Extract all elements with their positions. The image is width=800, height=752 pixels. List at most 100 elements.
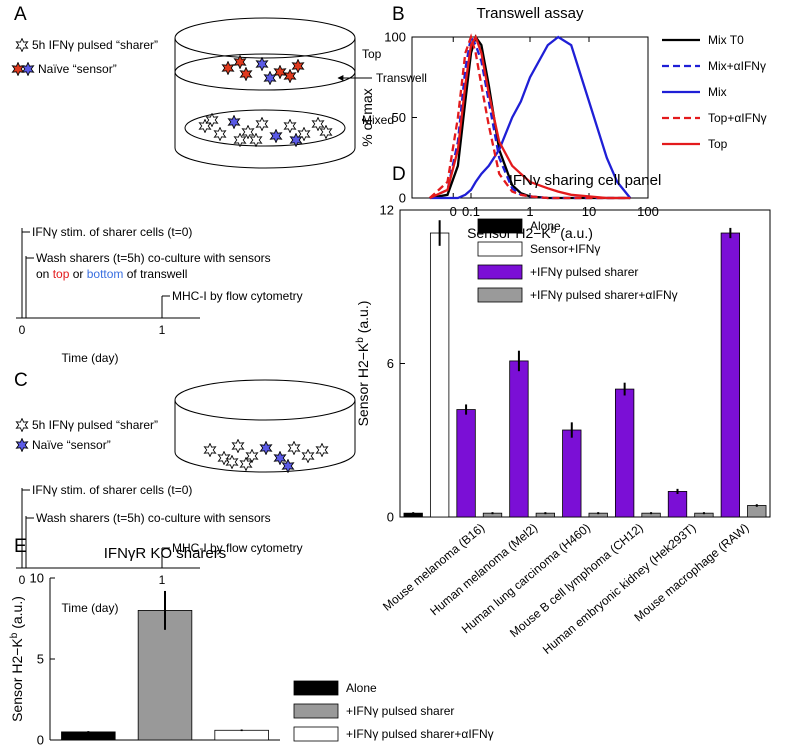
star-icon — [301, 449, 315, 463]
star-icon — [239, 457, 253, 471]
mixed-layer — [184, 109, 346, 147]
chart-title: IFNγR KO sharers — [104, 545, 227, 562]
text-part: of transwell — [123, 267, 187, 281]
chart-title: Transwell assay — [477, 5, 584, 22]
bar — [747, 505, 767, 518]
text-part: or — [69, 267, 86, 281]
legend-swatch — [293, 726, 339, 742]
legend-text: Naïve “sensor” — [32, 438, 111, 452]
timeline-text: IFNγ stim. of sharer cells (t=0) — [32, 225, 192, 239]
bar — [667, 491, 688, 518]
bar — [562, 429, 582, 518]
y-tick-label: 6 — [387, 356, 394, 371]
timeline-text: Wash sharers (t=5h) co-culture with sens… — [36, 511, 271, 525]
star-icon — [15, 38, 29, 52]
panel-letter: C — [14, 370, 28, 391]
y-tick-label: 10 — [30, 571, 44, 586]
star-icon — [239, 67, 253, 81]
legend-swatch — [477, 241, 523, 257]
timeline-text: Wash sharers (t=5h) co-culture with sens… — [36, 251, 271, 265]
well-rim — [174, 379, 356, 421]
star-icon — [255, 57, 269, 71]
diagram-label: Transwell — [376, 71, 427, 85]
y-axis-label: Sensor H2−Kb (a.u.) — [355, 301, 372, 427]
panel-letter: E — [14, 536, 27, 557]
diagram-label: Mixed — [362, 113, 394, 127]
legend-swatch — [477, 287, 523, 303]
star-icon — [15, 438, 29, 452]
timeline-text: MHC-I by flow cytometry — [172, 541, 303, 555]
text-part: top — [53, 267, 70, 281]
star-icon — [273, 65, 287, 79]
timeline-tick: 0 — [19, 573, 26, 587]
panel-letter: D — [392, 164, 406, 185]
text-part: Sensor H2−K — [355, 342, 371, 426]
star-icon — [287, 441, 301, 455]
text-part: Sensor H2−K — [9, 638, 25, 722]
bar — [614, 388, 635, 518]
text-part: (a.u.) — [355, 301, 371, 338]
timeline-label: Time (day) — [62, 351, 119, 365]
star-icon — [221, 61, 235, 75]
timeline-text: on top or bottom of transwell — [36, 267, 187, 281]
panel-letter: A — [14, 4, 27, 25]
text-part: (a.u.) — [556, 225, 593, 241]
y-tick-label: 50 — [392, 110, 406, 125]
star-icon — [203, 443, 217, 457]
legend-label: Sensor+IFNγ — [530, 242, 600, 256]
star-icon — [15, 418, 29, 432]
y-axis-label: Sensor H2−Kb (a.u.) — [9, 596, 26, 722]
star-icon — [283, 119, 297, 133]
legend-label: Alone — [346, 681, 377, 695]
panel-a-diagram: 5h IFNγ pulsed “sharer” Naïve “sensor” T… — [11, 17, 427, 365]
x-tick-label: 1 — [526, 204, 533, 219]
legend-swatch — [477, 218, 523, 234]
text-part: (a.u.) — [9, 596, 25, 633]
x-tick-label: 0 — [450, 204, 457, 219]
bar — [720, 232, 741, 518]
well-base — [174, 147, 356, 169]
legend-text: Naïve “sensor” — [38, 62, 117, 76]
y-tick-label: 0 — [37, 733, 44, 748]
legend-swatch — [477, 264, 523, 280]
star-icon — [227, 115, 241, 129]
legend-swatch — [293, 703, 339, 719]
star-icon — [11, 62, 25, 76]
legend-label: Top+αIFNγ — [708, 111, 767, 125]
timeline-tick: 1 — [159, 573, 166, 587]
legend-label: +IFNγ pulsed sharer — [346, 704, 454, 718]
series-line — [429, 33, 631, 200]
star-icon — [255, 117, 269, 131]
legend-label: Mix T0 — [708, 33, 744, 47]
timeline-text: IFNγ stim. of sharer cells (t=0) — [32, 483, 192, 497]
text-part: b — [9, 632, 20, 638]
timeline-tick: 0 — [19, 323, 26, 337]
legend-label: +IFNγ pulsed sharer+αIFNγ — [530, 288, 678, 302]
well-rim — [174, 17, 356, 59]
timeline-tick: 1 — [159, 323, 166, 337]
legend-label: Top — [708, 137, 728, 151]
x-tick-label: 10 — [582, 204, 596, 219]
text-part: b — [551, 225, 557, 236]
star-icon — [259, 441, 273, 455]
star-icon — [315, 443, 329, 457]
bar — [429, 232, 450, 518]
star-icon — [21, 62, 35, 76]
transwell-insert — [174, 53, 356, 91]
bar — [456, 409, 476, 518]
legend-label: Mix+αIFNγ — [708, 59, 766, 73]
star-icon — [231, 439, 245, 453]
bar — [137, 610, 193, 741]
series-line — [429, 34, 631, 200]
diagram-label: Top — [362, 47, 382, 61]
star-icon — [291, 59, 305, 73]
bar — [214, 729, 269, 741]
plot-frame — [399, 209, 771, 518]
x-tick-label: 0.1 — [462, 204, 480, 219]
x-tick-label: Mouse melanoma (B16) — [380, 521, 487, 614]
series-line — [429, 35, 632, 200]
legend-label: Mix — [708, 85, 727, 99]
legend-text: 5h IFNγ pulsed “sharer” — [32, 38, 158, 52]
y-tick-label: 100 — [384, 30, 406, 45]
